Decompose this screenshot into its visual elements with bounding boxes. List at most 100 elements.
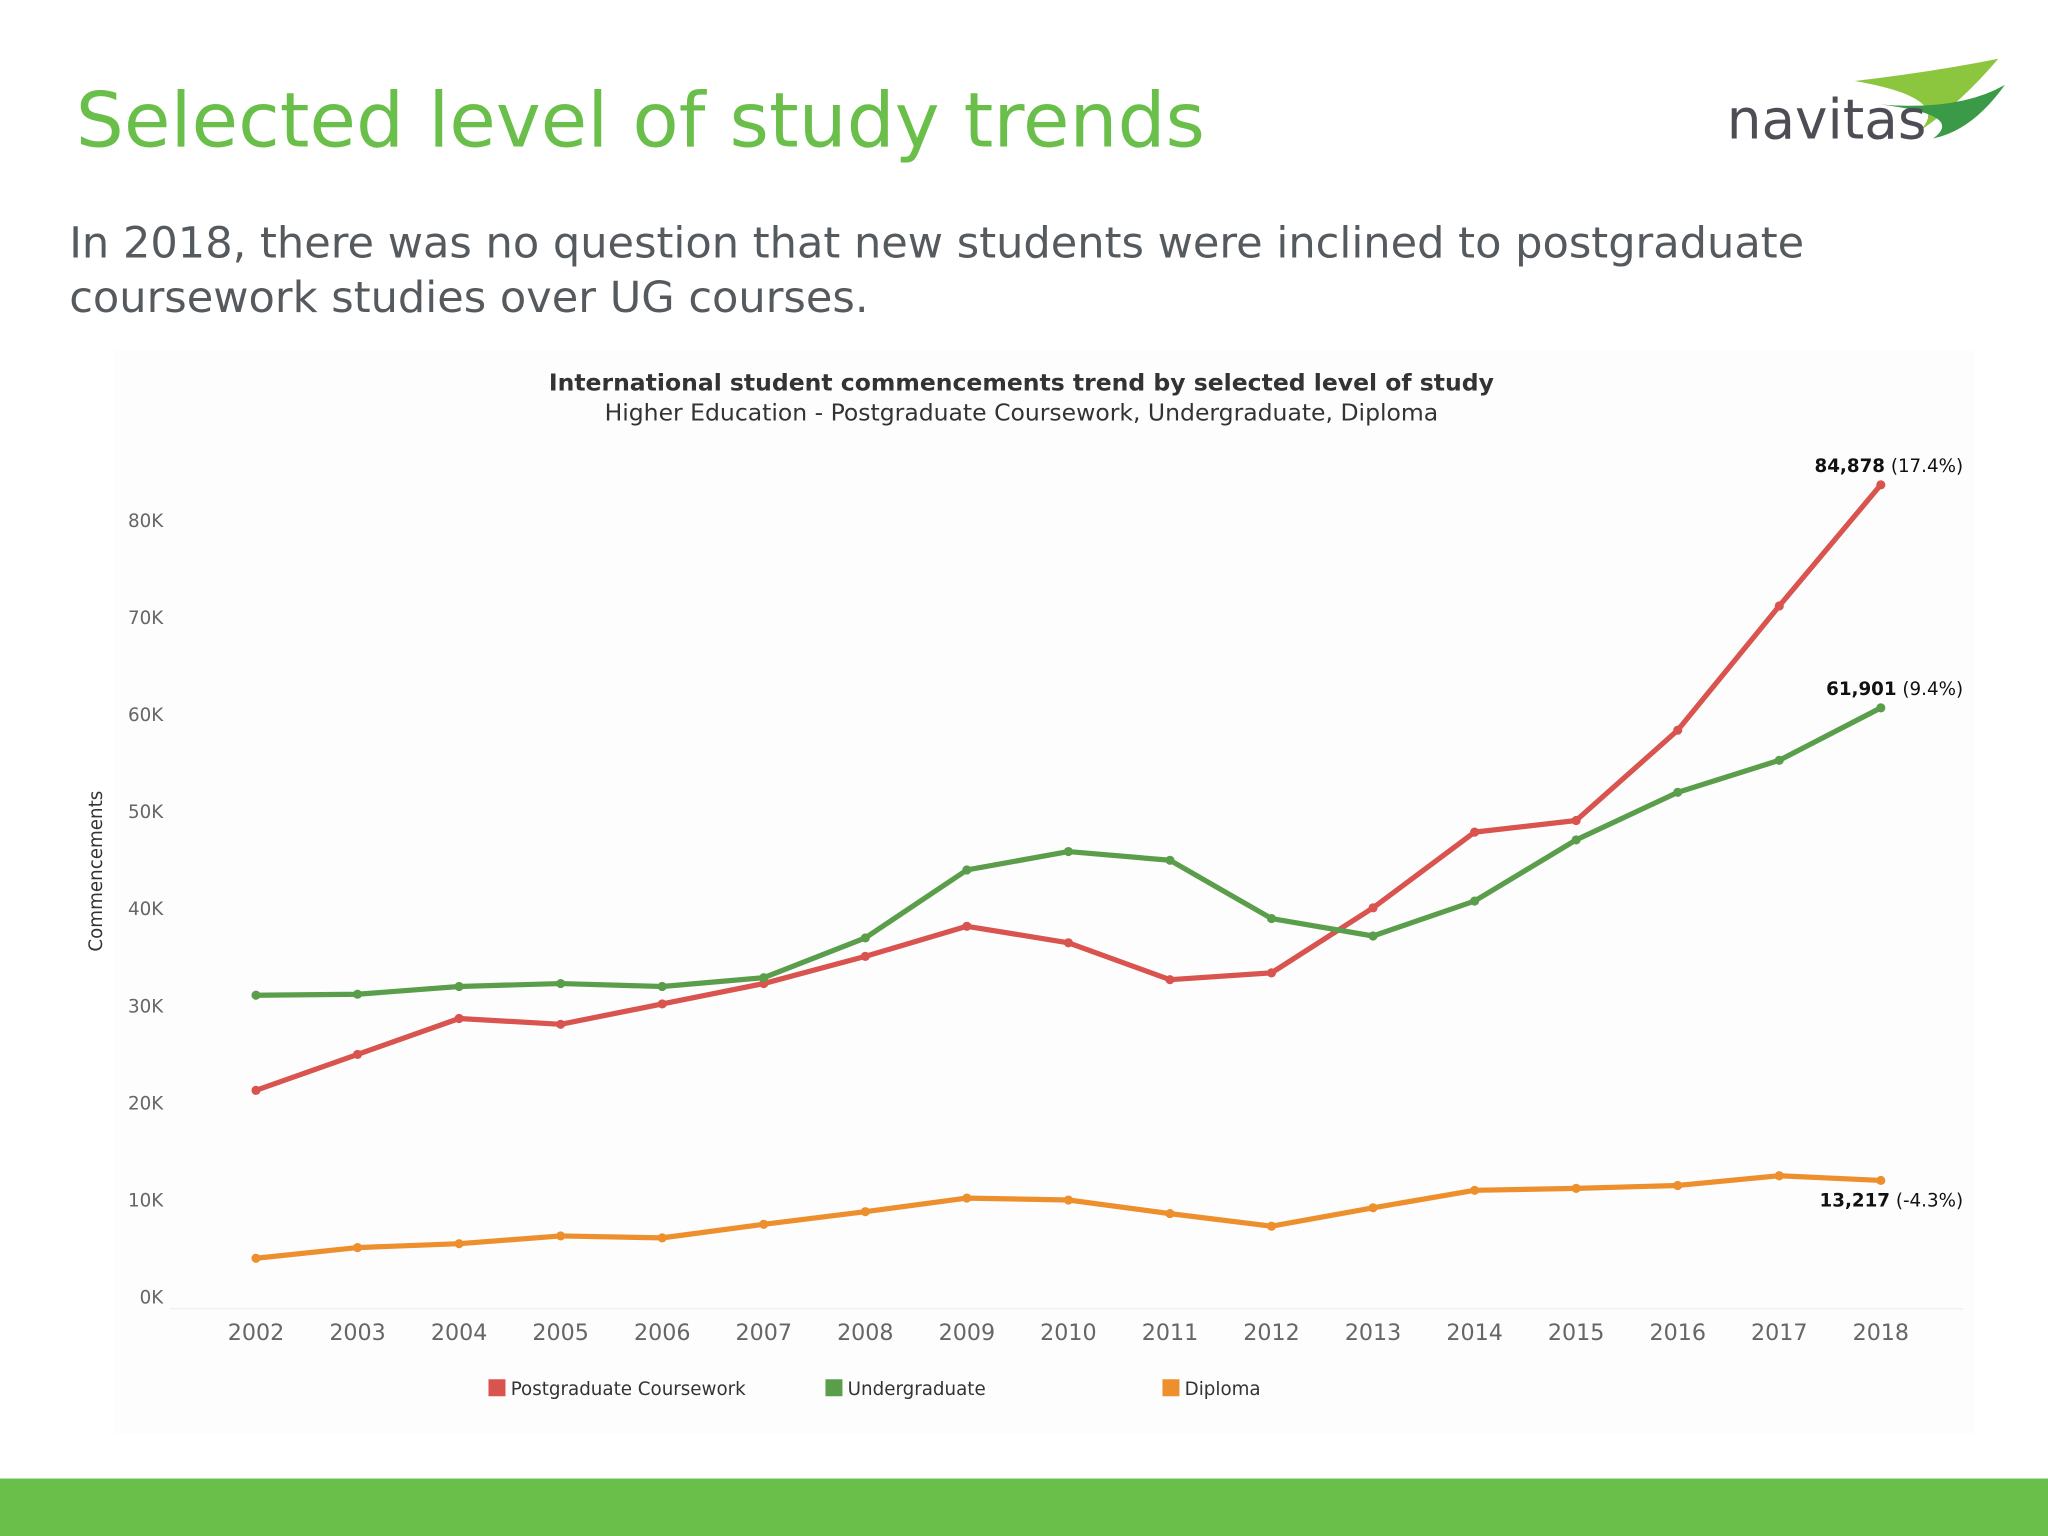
point	[1571, 1183, 1581, 1193]
point	[1266, 913, 1277, 924]
y-tick-label: 20K	[128, 1093, 164, 1114]
point	[1876, 703, 1886, 713]
x-tick-label: 2018	[1853, 1320, 1909, 1346]
end-label-change: (9.4%)	[1902, 679, 1963, 700]
end-label: 61,901 (9.4%)	[1826, 679, 1963, 700]
point	[1774, 1171, 1784, 1181]
x-tick-label: 2017	[1751, 1320, 1807, 1346]
point	[1470, 1185, 1480, 1195]
point	[1266, 968, 1277, 978]
x-tick-label: 2011	[1142, 1320, 1198, 1346]
point	[962, 1193, 972, 1203]
end-label: 13,217 (-4.3%)	[1820, 1191, 1964, 1212]
point	[556, 1019, 566, 1029]
logo-text: navitas	[1727, 87, 1927, 151]
point	[352, 1243, 363, 1253]
end-label-value: 61,901	[1826, 679, 1897, 700]
chart-subtitle: Higher Education - Postgraduate Coursewo…	[605, 399, 1439, 427]
x-tick-label: 2016	[1649, 1320, 1705, 1346]
point	[1571, 815, 1581, 826]
y-tick-label: 80K	[128, 511, 164, 532]
end-label: 84,878 (17.4%)	[1815, 456, 1964, 477]
point	[759, 973, 769, 983]
x-tick-label: 2014	[1446, 1320, 1502, 1346]
x-tick-label: 2013	[1345, 1320, 1401, 1346]
slide-title: Selected level of study trends	[76, 76, 1205, 164]
logo-swoosh	[1880, 84, 2005, 139]
x-tick-label: 2008	[837, 1320, 893, 1346]
footer-bar	[0, 1478, 2048, 1536]
y-tick-label: 50K	[128, 802, 164, 823]
point	[962, 921, 972, 931]
legend-label: Postgraduate Coursework	[511, 1379, 746, 1400]
logo-swoosh	[1854, 58, 1999, 131]
chart-title: International student commencements tren…	[549, 369, 1494, 397]
x-tick-label: 2012	[1243, 1320, 1299, 1346]
point	[454, 981, 464, 992]
legend-swatch	[1162, 1379, 1180, 1397]
point	[251, 990, 261, 1000]
x-tick-label: 2004	[431, 1320, 487, 1346]
point	[1063, 938, 1073, 948]
point	[1165, 1209, 1175, 1219]
point	[860, 951, 870, 961]
x-tick-label: 2006	[634, 1320, 690, 1346]
point	[251, 1253, 261, 1263]
x-tick-label: 2015	[1548, 1320, 1604, 1346]
x-tick-label: 2007	[736, 1320, 792, 1346]
point	[556, 1231, 566, 1241]
y-tick-label: 40K	[128, 899, 164, 920]
y-tick-label: 60K	[128, 705, 164, 726]
point	[657, 999, 667, 1009]
point	[1368, 931, 1378, 941]
legend-swatch	[488, 1379, 506, 1397]
end-label-value: 84,878	[1815, 456, 1886, 477]
point	[1876, 1175, 1886, 1186]
x-tick-label: 2005	[532, 1320, 588, 1346]
point	[657, 981, 667, 992]
legend-swatch	[825, 1379, 843, 1397]
x-tick-label: 2003	[329, 1320, 385, 1346]
point	[352, 1049, 363, 1059]
end-label-value: 13,217	[1820, 1191, 1891, 1212]
point	[1673, 1180, 1683, 1191]
point	[1165, 975, 1175, 985]
y-tick-label: 30K	[128, 996, 164, 1017]
point	[1063, 1195, 1073, 1205]
x-tick-label: 2009	[939, 1320, 995, 1346]
point	[657, 1233, 667, 1243]
y-axis-label: Commencements	[86, 791, 107, 952]
slide-subtitle: In 2018, there was no question that new …	[69, 218, 1804, 268]
y-tick-label: 10K	[128, 1190, 164, 1211]
slide-subtitle: coursework studies over UG courses.	[69, 273, 868, 323]
end-label-change: (17.4%)	[1891, 456, 1963, 477]
x-tick-label: 2002	[228, 1320, 284, 1346]
point	[1470, 827, 1480, 837]
point	[1774, 601, 1784, 611]
logo: navitas	[1727, 58, 2005, 151]
x-tick-label: 2010	[1040, 1320, 1096, 1346]
point	[1673, 725, 1683, 735]
point	[352, 989, 363, 999]
point	[1876, 480, 1886, 490]
point	[962, 865, 972, 875]
end-label-change: (-4.3%)	[1896, 1191, 1963, 1212]
point	[1368, 903, 1378, 913]
point	[1470, 896, 1480, 906]
point	[1774, 755, 1784, 765]
point	[1063, 846, 1073, 857]
chart-background	[114, 350, 1975, 1435]
point	[454, 1013, 464, 1024]
point	[454, 1239, 464, 1249]
point	[860, 1207, 870, 1217]
point	[1165, 855, 1175, 865]
y-tick-label: 0K	[140, 1288, 165, 1309]
point	[1368, 1203, 1378, 1213]
point	[1571, 835, 1581, 845]
y-tick-label: 70K	[128, 608, 164, 629]
point	[860, 933, 870, 943]
point	[759, 1219, 769, 1229]
legend-label: Diploma	[1185, 1379, 1261, 1400]
